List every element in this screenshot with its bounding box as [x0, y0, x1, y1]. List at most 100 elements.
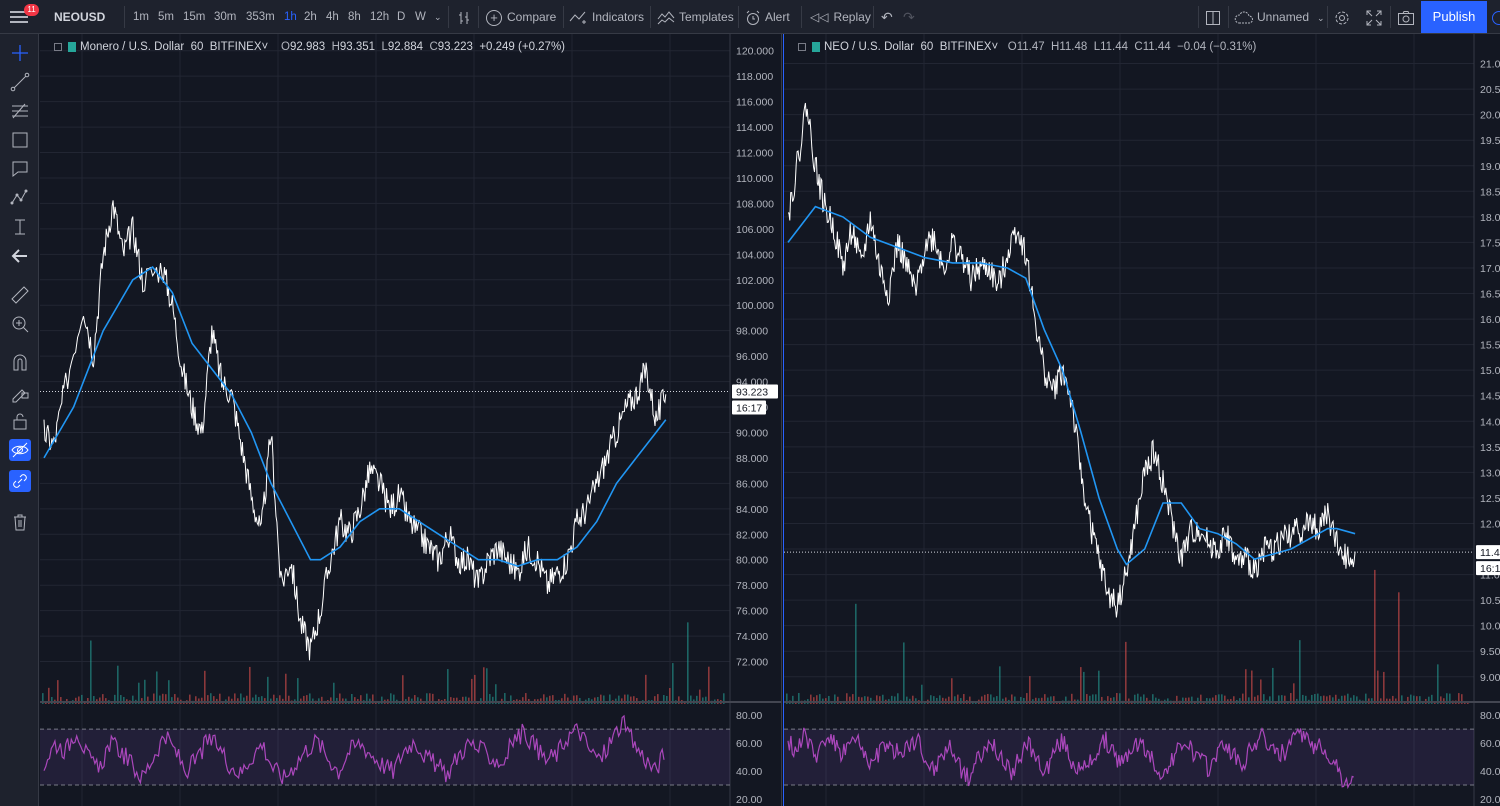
ohlc-low: 92.884 — [387, 41, 424, 53]
volume-bar — [1461, 694, 1463, 704]
lock-drawing-icon[interactable] — [9, 381, 31, 403]
chevron-down-icon[interactable]: ˅ — [261, 41, 269, 53]
timeframe-15m[interactable]: 15m — [183, 11, 206, 23]
y-tick-label: 19.00 — [1480, 161, 1500, 173]
crosshair-icon[interactable] — [9, 42, 31, 64]
camera-icon[interactable] — [1397, 0, 1415, 34]
volume-bar — [453, 697, 455, 704]
measure-icon[interactable] — [9, 216, 31, 238]
volume-bar — [489, 694, 491, 704]
volume-bar — [792, 695, 794, 704]
timeframe-4h[interactable]: 4h — [326, 11, 339, 23]
gear-icon[interactable] — [1334, 0, 1350, 34]
drawing-toolbar — [0, 34, 39, 806]
unlock-icon[interactable] — [9, 410, 31, 432]
volume-bar — [936, 697, 938, 704]
timeframe-12h[interactable]: 12h — [370, 11, 390, 23]
templates-button[interactable]: Templates — [657, 0, 734, 34]
symbol-title[interactable]: NEO / U.S. Dollar — [824, 41, 915, 53]
volume-bar — [1332, 697, 1334, 704]
compare-button[interactable]: + Compare — [486, 0, 556, 34]
volume-bar — [1323, 695, 1325, 704]
volume-bar — [852, 694, 854, 704]
fullscreen-icon[interactable] — [1366, 0, 1382, 34]
volume-bar — [414, 695, 416, 704]
timeframe-8h[interactable]: 8h — [348, 11, 361, 23]
indicators-label: Indicators — [592, 10, 645, 24]
redo-icon[interactable]: ↷ — [903, 9, 915, 25]
y-tick-label: 15.50 — [1480, 340, 1500, 352]
timeframe-2h[interactable]: 2h — [304, 11, 317, 23]
symbol-search-button[interactable]: NEOUSD — [54, 10, 106, 24]
publish-button[interactable]: Publish — [1421, 1, 1487, 33]
chart-canvas-left[interactable]: 120.000 118.000 116.000 114.000 112.000 110.0… — [40, 34, 782, 806]
chevron-down-icon[interactable]: ⌄ — [434, 12, 442, 22]
chevron-down-icon[interactable]: ˅ — [991, 41, 999, 53]
volume-bar — [1428, 696, 1430, 704]
chart-pane-left[interactable]: 120.000 118.000 116.000 114.000 112.000 110.0… — [40, 34, 782, 806]
volume-bar — [1191, 696, 1193, 704]
timeframe-353m[interactable]: 353m — [246, 11, 275, 23]
link-icon[interactable] — [9, 470, 31, 492]
trash-icon[interactable] — [9, 511, 31, 533]
volume-bar — [1302, 694, 1304, 704]
volume-bar — [408, 696, 410, 704]
layout-name-button[interactable]: Unnamed ⌄ — [1234, 0, 1325, 34]
ohlc-close: 11.44 — [1142, 41, 1171, 53]
volume-bar — [1140, 696, 1142, 704]
layout-select-icon[interactable] — [1205, 0, 1221, 34]
volume-bar — [1155, 697, 1157, 704]
y-tick-label: 120.000 — [736, 46, 774, 58]
indicators-button[interactable]: Indicators — [569, 0, 644, 34]
volume-bar — [882, 694, 884, 704]
symbol-title[interactable]: Monero / U.S. Dollar — [80, 41, 185, 53]
timeframe-1h[interactable]: 1h — [284, 11, 297, 23]
arrow-left-icon[interactable] — [9, 245, 31, 267]
collapse-legend-icon[interactable] — [54, 42, 62, 51]
timeframe-1m[interactable]: 1m — [133, 11, 149, 23]
volume-bar — [846, 693, 848, 704]
volume-bar — [1092, 694, 1094, 704]
menu-icon[interactable] — [8, 8, 30, 26]
y-tick-label: 18.50 — [1480, 186, 1500, 198]
volume-bar — [174, 694, 176, 704]
pattern-icon[interactable] — [9, 187, 31, 209]
collapse-legend-icon[interactable] — [798, 42, 806, 51]
fib-retracement-icon[interactable] — [9, 100, 31, 122]
y-tick-label: 20.50 — [1480, 84, 1500, 96]
volume-bar — [483, 667, 485, 704]
countdown-label: 16:17 — [736, 402, 762, 414]
flag-icon[interactable] — [68, 41, 76, 52]
chart-pane-right[interactable]: 21.00 20.50 20.00 19.50 19.00 18.50 18.00 17.50… — [783, 34, 1500, 806]
ohlc-open: 92.983 — [289, 41, 326, 53]
volume-bar — [261, 696, 263, 704]
timeframe-d[interactable]: D — [397, 11, 406, 23]
rectangle-icon[interactable] — [9, 129, 31, 151]
timeframe-5m[interactable]: 5m — [158, 11, 174, 23]
chart-canvas-right[interactable]: 21.00 20.50 20.00 19.50 19.00 18.50 18.00 17.50… — [784, 34, 1500, 806]
volume-bar — [600, 694, 602, 704]
magnet-icon[interactable] — [9, 352, 31, 374]
eye-hide-icon[interactable] — [9, 439, 31, 461]
y-tick-label: 19.50 — [1480, 135, 1500, 147]
y-tick-label: 15.00 — [1480, 365, 1500, 377]
ruler-icon[interactable] — [9, 284, 31, 306]
volume-bar — [57, 680, 59, 704]
volume-bar — [78, 696, 80, 704]
zoom-in-icon[interactable] — [9, 313, 31, 335]
timeframe-w[interactable]: W — [415, 11, 426, 23]
help-icon[interactable] — [1491, 0, 1500, 34]
flag-icon[interactable] — [812, 41, 820, 52]
timeframe-30m[interactable]: 30m — [214, 11, 237, 23]
text-note-icon[interactable] — [9, 158, 31, 180]
alert-button[interactable]: Alert — [745, 0, 790, 34]
replay-button[interactable]: ◁◁ Replay — [810, 0, 871, 34]
undo-icon[interactable]: ↶ — [881, 9, 893, 25]
bar-style-icon[interactable] — [457, 0, 471, 34]
volume-bar — [1251, 670, 1253, 704]
templates-label: Templates — [679, 10, 734, 24]
volume-bar — [903, 642, 905, 704]
trend-line-icon[interactable] — [9, 71, 31, 93]
y-tick-label: 80.000 — [736, 555, 768, 567]
y-tick-label: 20.00 — [1480, 110, 1500, 122]
